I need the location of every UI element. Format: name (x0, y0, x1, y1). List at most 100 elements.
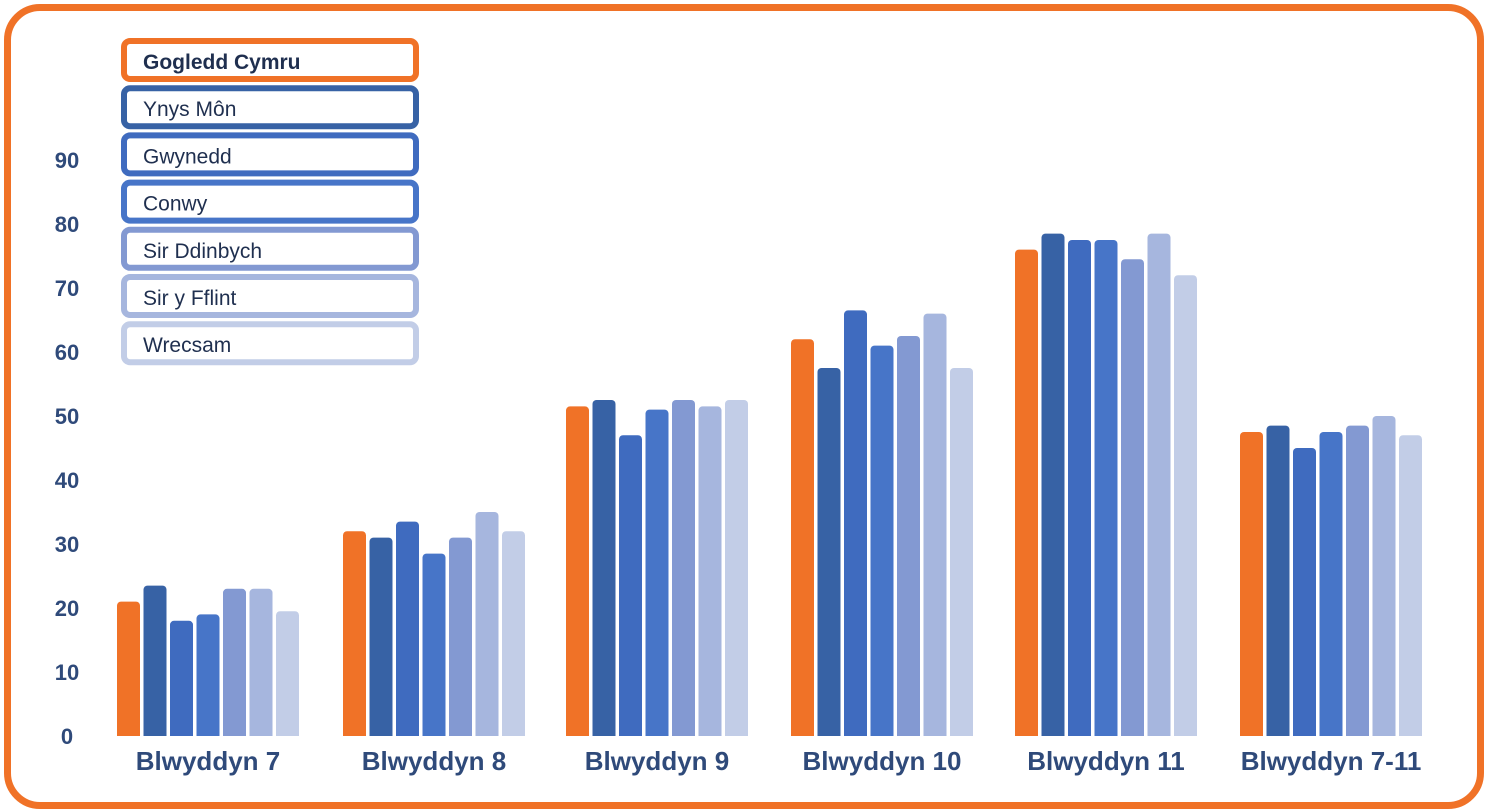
bar-base (1015, 730, 1038, 736)
bar-base (1240, 730, 1263, 736)
bar-base (1346, 730, 1369, 736)
bar (396, 521, 419, 736)
bar-base (1266, 730, 1290, 736)
bar (369, 537, 393, 736)
bar (566, 406, 589, 736)
bar-base (870, 730, 894, 736)
legend-label: Wrecsam (143, 334, 231, 357)
bar (619, 435, 642, 736)
bar (343, 531, 366, 736)
bars (117, 233, 1422, 736)
bar-base (223, 730, 246, 736)
bar-base (396, 730, 419, 736)
bar (817, 368, 841, 736)
y-tick-label: 10 (55, 660, 79, 685)
bar (1094, 240, 1118, 736)
y-tick-label: 60 (55, 340, 79, 365)
bar (1346, 425, 1369, 736)
x-tick-label: Blwyddyn 7 (136, 746, 280, 776)
bar (170, 620, 193, 736)
bar-base (475, 730, 499, 736)
bar-base (592, 730, 616, 736)
bar-base (170, 730, 193, 736)
bar-base (817, 730, 841, 736)
bar-base (1399, 730, 1422, 736)
bar-base (619, 730, 642, 736)
bar (592, 400, 616, 736)
bar (923, 313, 947, 736)
x-tick-label: Blwyddyn 9 (585, 746, 729, 776)
bar (672, 400, 695, 736)
legend-label: Sir Ddinbych (143, 240, 262, 263)
legend-label: Gwynedd (143, 145, 232, 168)
bar-base (672, 730, 695, 736)
bar-base (1293, 730, 1316, 736)
bar-base (645, 730, 669, 736)
y-tick-label: 0 (61, 724, 73, 749)
bar-base (502, 730, 525, 736)
bar (1041, 233, 1065, 736)
x-axis: Blwyddyn 7 Blwyddyn 8 Blwyddyn 9 Blwyddyn 1… (136, 746, 1422, 776)
bar (143, 585, 167, 736)
bar (249, 588, 273, 736)
bar (725, 400, 748, 736)
bar-base (449, 730, 472, 736)
x-tick-label: Blwyddyn 7-11 (1241, 746, 1422, 776)
bar (223, 588, 246, 736)
bar-base (1094, 730, 1118, 736)
bar-base (1068, 730, 1091, 736)
bar-base (1319, 730, 1343, 736)
bar (449, 537, 472, 736)
bar (502, 531, 525, 736)
y-tick-label: 70 (55, 276, 79, 301)
bar-base (791, 730, 814, 736)
legend-swatch (121, 226, 419, 271)
bar (1068, 240, 1091, 736)
bar-base (698, 730, 722, 736)
legend: Gogledd Cymru Ynys Môn Gwynedd Conwy Sir Ddi… (121, 38, 419, 366)
bar-base (1041, 730, 1065, 736)
bar (897, 336, 920, 736)
legend-swatch (121, 274, 419, 318)
bar-base (950, 730, 973, 736)
bar (698, 406, 722, 736)
bar (422, 553, 446, 736)
bar (1372, 416, 1396, 736)
bar-base (196, 730, 220, 736)
legend-label: Sir y Fflint (143, 287, 237, 310)
legend-label: Conwy (143, 193, 208, 216)
x-tick-label: Blwyddyn 11 (1027, 746, 1185, 776)
bar-base (566, 730, 589, 736)
bar-base (897, 730, 920, 736)
bar-base (1174, 730, 1197, 736)
y-tick-label: 40 (55, 468, 79, 493)
bar-base (276, 730, 299, 736)
legend-swatch (121, 179, 419, 224)
bar (117, 601, 140, 736)
y-tick-label: 50 (55, 404, 79, 429)
bar (791, 339, 814, 736)
bar (950, 368, 973, 736)
legend-swatch (121, 132, 419, 177)
legend-label: Ynys Môn (143, 98, 236, 121)
bar (276, 611, 299, 736)
y-tick-label: 30 (55, 532, 79, 557)
bar (1147, 233, 1171, 736)
bar-base (1121, 730, 1144, 736)
bar-base (117, 730, 140, 736)
y-axis: 0 10 20 30 40 50 60 70 80 90 (55, 148, 79, 749)
bar-base (249, 730, 273, 736)
bar-base (143, 730, 167, 736)
bar (870, 345, 894, 736)
bar-base (422, 730, 446, 736)
y-tick-label: 80 (55, 212, 79, 237)
bar-base (1147, 730, 1171, 736)
legend-swatch (121, 38, 419, 82)
bar (844, 310, 867, 736)
y-tick-label: 20 (55, 596, 79, 621)
bar-base (369, 730, 393, 736)
bar (1015, 249, 1038, 736)
bar (1240, 432, 1263, 736)
bar (1174, 275, 1197, 736)
